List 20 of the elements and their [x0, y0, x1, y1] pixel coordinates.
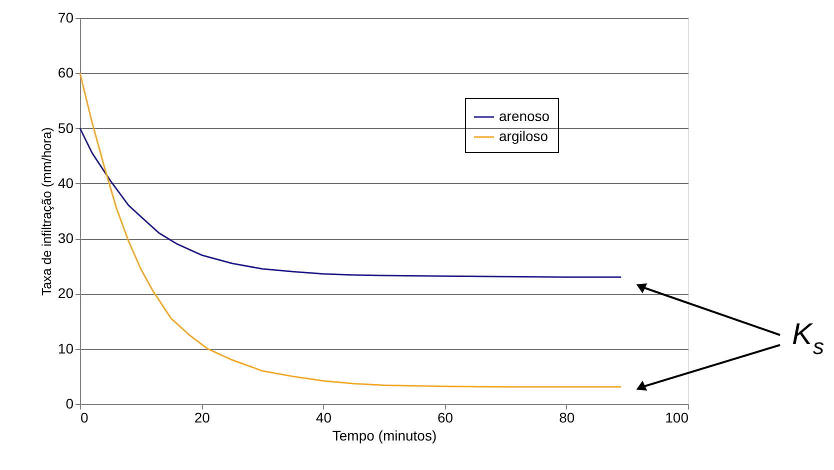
x-tick-label: 40	[316, 410, 332, 426]
y-tick-label: 40	[58, 174, 74, 191]
legend-label: argiloso	[499, 128, 548, 144]
x-tick-label: 80	[559, 410, 575, 426]
y-tick-label: 50	[58, 120, 74, 136]
line-series	[79, 72, 622, 388]
legend-label: arenoso	[499, 108, 550, 124]
x-tick-label: 100	[665, 410, 689, 426]
y-tick-label: 30	[58, 230, 74, 246]
x-tick-label: 0	[80, 410, 88, 426]
y-tick-label: 0	[66, 396, 74, 412]
y-tick-label: 20	[58, 285, 74, 302]
line-series	[79, 128, 622, 278]
y-axis-title: Taxa de infiltração (mm/hora)	[38, 127, 54, 296]
y-tick-label: 10	[58, 340, 74, 356]
x-tick-label: 20	[194, 410, 210, 426]
y-tick-label: 60	[58, 64, 74, 81]
x-axis-title: Tempo (minutos)	[332, 428, 437, 444]
x-tick-label: 60	[438, 410, 454, 426]
y-tick-label: 70	[58, 10, 74, 26]
